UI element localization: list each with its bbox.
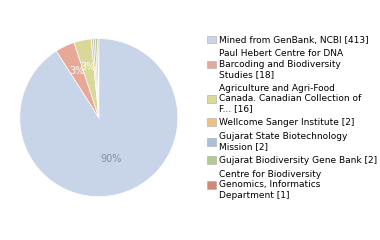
Legend: Mined from GenBank, NCBI [413], Paul Hebert Centre for DNA
Barcoding and Biodive: Mined from GenBank, NCBI [413], Paul Heb…: [207, 36, 377, 200]
Wedge shape: [93, 39, 99, 118]
Wedge shape: [95, 39, 99, 118]
Wedge shape: [20, 39, 178, 197]
Text: 3%: 3%: [81, 62, 96, 72]
Text: 90%: 90%: [100, 154, 122, 164]
Wedge shape: [74, 39, 99, 118]
Wedge shape: [56, 42, 99, 118]
Wedge shape: [98, 39, 99, 118]
Text: 3%: 3%: [69, 66, 84, 76]
Wedge shape: [91, 39, 99, 118]
